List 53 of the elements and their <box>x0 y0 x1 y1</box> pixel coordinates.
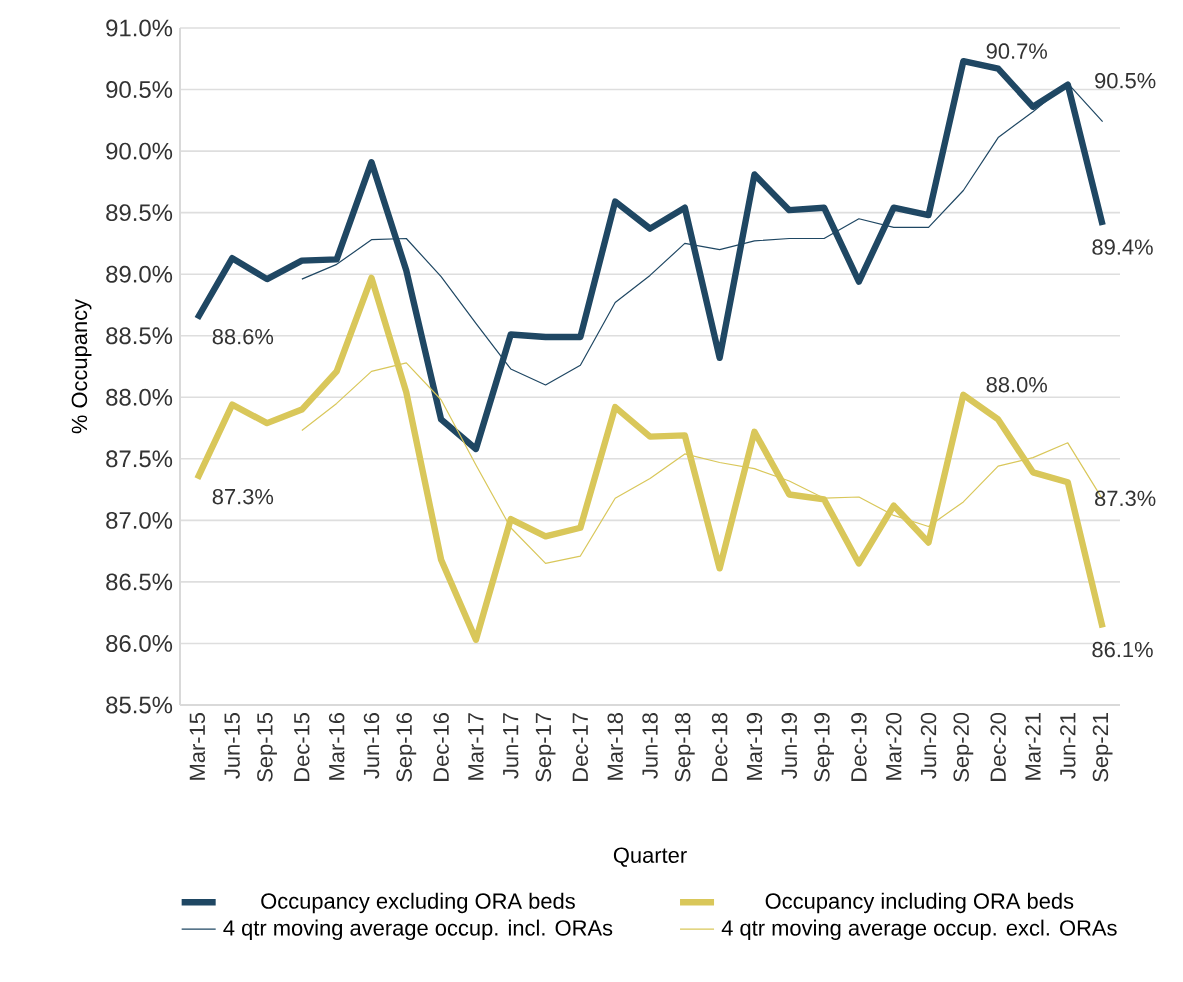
x-tick-label: Mar-21 <box>1025 713 1041 780</box>
x-tick-label: Sep-19 <box>814 713 834 782</box>
y-axis-title: % Occupancy <box>71 298 92 434</box>
x-tick-label: Jun-17 <box>503 713 519 779</box>
x-tick-label: Sep-16 <box>396 713 417 782</box>
x-tick-label: Jun-18 <box>642 713 658 779</box>
x-tick-label: Mar-18 <box>607 713 623 780</box>
y-tick-label: 87.5% <box>106 450 173 468</box>
x-tick-label: Sep-20 <box>953 712 974 782</box>
annotation: 87.3% <box>212 488 274 505</box>
x-axis-title: Quarter <box>613 847 687 867</box>
x-tick-label: Jun-15 <box>224 712 240 779</box>
y-tick-label: 91.0% <box>106 19 173 37</box>
x-tick-label: Dec-18 <box>711 713 728 781</box>
annotation: 90.5% <box>1095 72 1156 89</box>
x-tick-label: Jun-21 <box>1060 713 1076 779</box>
x-tick-label: Mar-20 <box>885 712 902 780</box>
x-tick-label: Dec-16 <box>433 713 449 781</box>
annotation: 88.6% <box>212 328 274 345</box>
legend-label: 4 qtr moving average occup. excl. ORAs <box>721 919 1117 941</box>
y-tick-label: 86.5% <box>106 573 173 591</box>
y-tick-label: 90.5% <box>106 81 173 98</box>
x-tick-label: Mar-16 <box>328 713 345 780</box>
x-tick-label: Jun-19 <box>781 713 798 779</box>
x-tick-label: Dec-20 <box>990 712 1006 781</box>
x-tick-label: Mar-17 <box>468 713 484 780</box>
x-tick-label: Mar-19 <box>746 713 763 780</box>
x-tick-label: Jun-20 <box>920 712 937 779</box>
x-tick-label: Dec-17 <box>572 713 589 781</box>
x-tick-label: Sep-21 <box>1092 713 1113 782</box>
x-tick-label: Mar-15 <box>189 712 206 780</box>
annotation: 90.7% <box>986 43 1047 59</box>
legend-label: Occupancy excluding ORA beds <box>261 892 575 914</box>
x-tick-label: Sep-17 <box>535 713 556 782</box>
y-tick-label: 86.0% <box>106 635 173 652</box>
annotation: 87.3% <box>1095 490 1156 507</box>
y-tick-label: 89.5% <box>106 204 173 222</box>
x-tick-label: Sep-18 <box>674 713 695 782</box>
y-tick-label: 88.5% <box>106 327 173 345</box>
annotation: 89.4% <box>1092 239 1153 255</box>
y-tick-label: 85.5% <box>106 696 173 714</box>
y-tick-label: 87.0% <box>106 511 173 529</box>
annotation: 86.1% <box>1092 641 1153 658</box>
y-tick-label: 90.0% <box>106 142 173 160</box>
x-tick-label: Sep-15 <box>257 712 277 782</box>
y-tick-label: 88.0% <box>106 388 173 406</box>
legend-label: Occupancy including ORA beds <box>765 892 1074 914</box>
x-tick-label: Jun-16 <box>363 713 380 779</box>
x-tick-label: Dec-15 <box>294 712 310 781</box>
x-tick-label: Dec-19 <box>851 713 867 781</box>
annotation: 88.0% <box>986 376 1047 393</box>
y-tick-label: 89.0% <box>106 265 173 283</box>
legend-label: 4 qtr moving average occup. incl. ORAs <box>223 919 613 941</box>
